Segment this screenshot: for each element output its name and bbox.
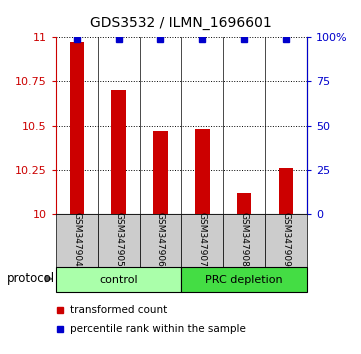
- Bar: [111, 90, 126, 214]
- Text: transformed count: transformed count: [70, 305, 168, 315]
- Text: percentile rank within the sample: percentile rank within the sample: [70, 324, 246, 334]
- Text: GSM347906: GSM347906: [156, 212, 165, 267]
- Bar: [195, 129, 210, 214]
- Text: PRC depletion: PRC depletion: [205, 275, 283, 285]
- Bar: [140, 214, 181, 267]
- Bar: [153, 131, 168, 214]
- Bar: [181, 214, 223, 267]
- Text: GSM347908: GSM347908: [240, 212, 249, 267]
- Text: control: control: [99, 275, 138, 285]
- Bar: [98, 214, 140, 267]
- Text: protocol: protocol: [7, 273, 55, 285]
- Text: GDS3532 / ILMN_1696601: GDS3532 / ILMN_1696601: [90, 16, 271, 30]
- Bar: [56, 267, 181, 292]
- Text: GSM347909: GSM347909: [282, 212, 291, 267]
- Bar: [70, 42, 84, 214]
- Bar: [223, 214, 265, 267]
- Text: GSM347905: GSM347905: [114, 212, 123, 267]
- Text: GSM347907: GSM347907: [198, 212, 207, 267]
- Bar: [279, 168, 293, 214]
- Bar: [265, 214, 307, 267]
- Bar: [56, 214, 98, 267]
- Text: GSM347904: GSM347904: [72, 212, 81, 267]
- Bar: [237, 193, 252, 214]
- Bar: [181, 267, 307, 292]
